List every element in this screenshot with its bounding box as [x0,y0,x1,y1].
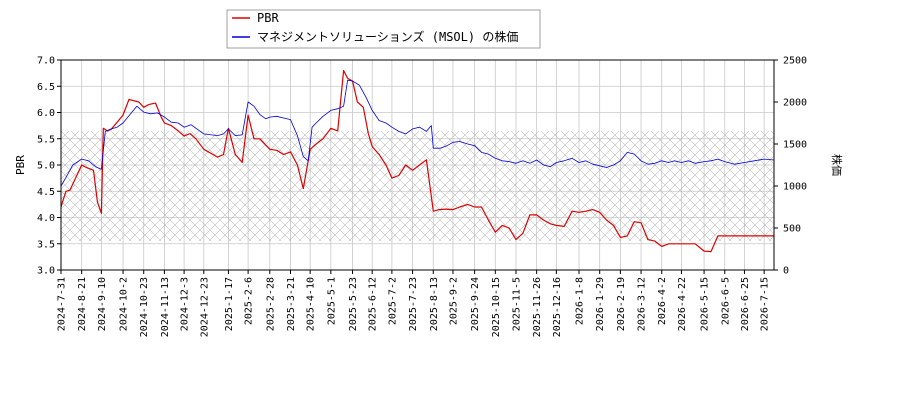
tick-label-x: 2025-5-1 [326,277,337,325]
left-axis-label: PBR [14,155,27,175]
tick-label-x: 2025-11-26 [532,277,543,337]
tick-label-x: 2024-12-23 [199,277,210,337]
tick-label-x: 2026-1-8 [575,277,586,325]
legend-label-pbr: PBR [257,11,279,25]
tick-label-x: 2025-5-23 [348,277,359,331]
legend: PBR マネジメントソリューションズ (MSOL) の株価 [226,9,541,49]
tick-label-left: 4.0 [37,213,55,224]
right-axis-label: 株価 [830,154,844,176]
tick-label-x: 2026-3-12 [637,277,648,331]
hatched-range-band [61,130,774,242]
tick-label-x: 2026-1-29 [595,277,606,331]
tick-label-right: 2500 [783,56,807,67]
left-axis-ticks: 3.0 3.5 4.0 4.5 5.0 5.5 6.0 6.5 7.0 [37,56,61,277]
tick-label-right: 1500 [783,140,807,151]
x-axis-ticks: 2024-7-31 2024-8-21 2024-9-10 2024-10-2 2024… [57,270,771,337]
tick-label-x: 2025-12-16 [552,277,563,337]
series-line-pbr [60,69,774,253]
tick-label-right: 500 [783,224,801,235]
series-line-price [60,79,775,187]
tick-label-x: 2026-5-15 [700,277,711,331]
tick-label-x: 2025-8-13 [429,277,440,331]
tick-label-x: 2025-9-24 [470,277,481,331]
tick-label-x: 2025-7-23 [408,277,419,331]
tick-label-x: 2026-2-19 [616,277,627,331]
tick-label-x: 2025-9-2 [449,277,460,325]
tick-label-x: 2025-7-2 [387,277,398,325]
tick-label-left: 6.5 [37,82,55,93]
tick-label-x: 2025-3-21 [286,277,297,331]
tick-label-x: 2025-4-10 [306,277,317,331]
legend-box [226,9,541,49]
tick-label-x: 2025-1-17 [224,277,235,331]
legend-label-price: マネジメントソリューションズ (MSOL) の株価 [257,29,518,44]
tick-label-x: 2026-6-5 [720,277,731,325]
tick-label-x: 2026-4-22 [677,277,688,331]
tick-label-x: 2026-7-15 [760,277,771,331]
tick-label-left: 3.5 [37,239,55,250]
tick-label-x: 2024-8-21 [77,277,88,331]
tick-label-x: 2024-10-23 [139,277,150,337]
hatched-band [61,130,774,242]
tick-label-x: 2025-2-28 [265,277,276,331]
tick-label-x: 2026-4-2 [657,277,668,325]
tick-label-x: 2024-10-2 [119,277,130,331]
tick-label-left: 7.0 [37,56,55,67]
tick-label-right: 0 [783,266,789,277]
tick-label-right: 1000 [783,182,807,193]
tick-label-x: 2024-7-31 [57,277,68,331]
tick-label-x: 2024-11-13 [160,277,171,337]
tick-label-x: 2024-12-3 [180,277,191,331]
tick-label-left: 5.0 [37,161,55,172]
tick-label-x: 2026-6-25 [740,277,751,331]
tick-label-x: 2025-10-15 [491,277,502,337]
right-axis-ticks: 0 500 1000 1500 2000 2500 [774,56,807,277]
tick-label-x: 2025-2-6 [244,277,255,325]
tick-label-left: 6.0 [37,108,55,119]
tick-label-x: 2025-11-5 [512,277,523,331]
tick-label-right: 2000 [783,98,807,109]
tick-label-left: 4.5 [37,187,55,198]
series-lines [60,69,775,253]
tick-label-left: 3.0 [37,266,55,277]
tick-label-x: 2025-6-12 [368,277,379,331]
tick-label-left: 5.5 [37,134,55,145]
tick-label-x: 2024-9-10 [97,277,108,331]
